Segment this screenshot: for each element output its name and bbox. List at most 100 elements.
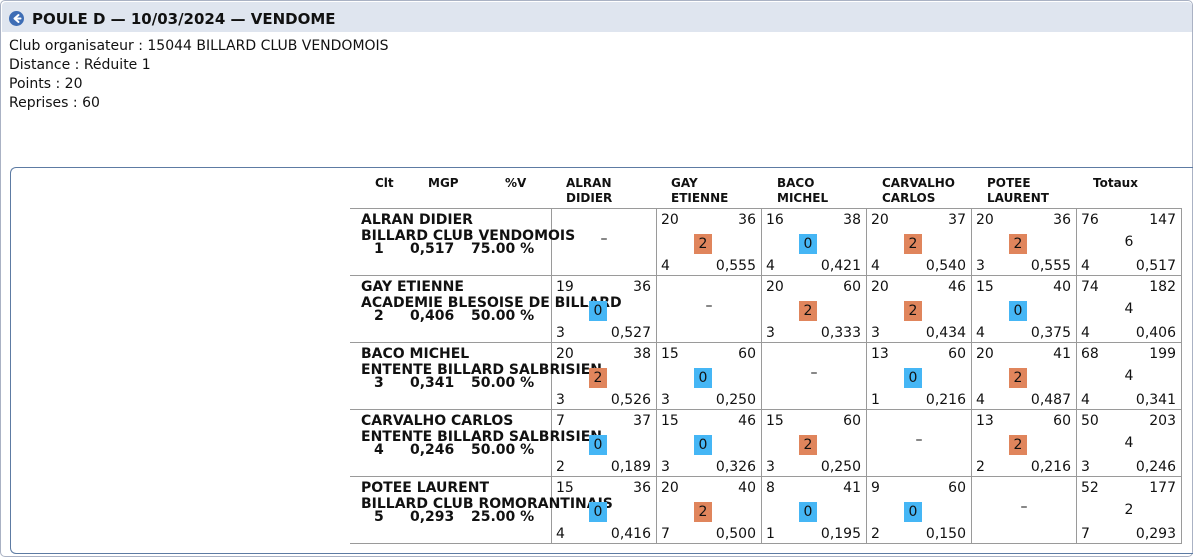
back-arrow-icon[interactable] [9,11,24,26]
distance-info: Distance : Réduite 1 [9,57,151,73]
match-cell: 8 41 0 1 0,195 [761,476,867,544]
self-match-cell: – [551,208,657,276]
match-average: 0,250 [820,459,861,475]
match-score-badge: 0 [799,502,817,522]
match-average: 0,500 [715,526,756,542]
match-cell: 19 36 0 3 0,527 [551,275,657,343]
match-score-badge: 2 [799,435,817,455]
match-reprises: 36 [1053,212,1071,228]
player-cell: BACO MICHEL ENTENTE BILLARD SALBRISIEN 3 0,… [350,342,602,410]
match-cell: 15 36 0 4 0,416 [551,476,657,544]
match-cell: 20 60 2 3 0,333 [761,275,867,343]
total-points: 76 [1081,212,1099,228]
match-cell: 20 40 2 7 0,500 [656,476,762,544]
match-score-badge: 2 [694,502,712,522]
total-reprises: 203 [1149,413,1176,429]
match-average: 0,189 [610,459,651,475]
player-club: BILLARD CLUB VENDOMOIS [361,228,576,244]
player-rank: 5 [374,509,384,525]
header-pct-victories: %V [505,176,527,190]
total-series: 4 [1081,392,1090,408]
match-average: 0,216 [1030,459,1071,475]
match-score-badge: 0 [694,368,712,388]
match-cell: 20 41 2 4 0,487 [971,342,1077,410]
match-reprises: 37 [948,212,966,228]
total-reprises: 199 [1149,346,1176,362]
match-reprises: 46 [948,279,966,295]
total-average: 0,517 [1135,258,1176,274]
self-match-cell: – [866,409,972,477]
match-series: 3 [661,392,670,408]
match-average: 0,421 [820,258,861,274]
match-score-badge: 0 [694,435,712,455]
total-score: 4 [1124,368,1134,384]
self-match-cell: – [656,275,762,343]
match-reprises: 41 [843,480,861,496]
match-average: 0,195 [820,526,861,542]
match-points: 15 [661,413,679,429]
match-cell: 15 46 0 3 0,326 [656,409,762,477]
match-average: 0,250 [715,392,756,408]
empty-dash: – [1020,499,1028,515]
match-cell: 20 36 2 4 0,555 [656,208,762,276]
empty-dash: – [705,298,713,314]
reprises-info: Reprises : 60 [9,95,100,111]
total-points: 52 [1081,480,1099,496]
player-club: ENTENTE BILLARD SALBRISIEN [361,362,603,378]
total-points: 50 [1081,413,1099,429]
header-mgp: MGP [428,176,459,190]
match-reprises: 40 [1053,279,1071,295]
player-cell: POTEE LAURENT BILLARD CLUB ROMORANTINAIS 5… [350,476,613,544]
match-points: 15 [556,480,574,496]
match-average: 0,216 [925,392,966,408]
empty-dash: – [915,432,923,448]
header-player-5: POTEE LAURENT [987,176,1049,205]
match-cell: 20 36 2 3 0,555 [971,208,1077,276]
player-name: ALRAN DIDIER [361,212,473,228]
match-average: 0,326 [715,459,756,475]
poule-header: POULE D — 10/03/2024 — VENDOME [2,2,1192,32]
match-reprises: 60 [843,413,861,429]
player-club: ENTENTE BILLARD SALBRISIEN [361,429,603,445]
match-average: 0,416 [610,526,651,542]
match-score-badge: 2 [1009,234,1027,254]
total-points: 74 [1081,279,1099,295]
player-win-pct: 50.00 % [471,308,535,324]
total-score: 4 [1124,301,1134,317]
match-reprises: 38 [633,346,651,362]
match-average: 0,333 [820,325,861,341]
player-win-pct: 25.00 % [471,509,535,525]
total-cell: 68 199 4 4 0,341 [1076,342,1182,410]
match-series: 3 [766,459,775,475]
header-clt: Clt [375,176,394,190]
player-mgp: 0,246 [410,442,455,458]
match-score-badge: 0 [589,435,607,455]
header-player-1: ALRAN DIDIER [566,176,613,205]
match-score-badge: 2 [799,301,817,321]
match-reprises: 36 [633,480,651,496]
player-club: BILLARD CLUB ROMORANTINAIS [361,496,613,512]
match-series: 3 [766,325,775,341]
match-cell: 15 40 0 4 0,375 [971,275,1077,343]
table-row: BACO MICHEL ENTENTE BILLARD SALBRISIEN 3 0,… [350,342,1182,410]
match-series: 3 [556,392,565,408]
match-points: 15 [766,413,784,429]
match-points: 20 [976,212,994,228]
match-score-badge: 0 [904,368,922,388]
match-average: 0,526 [610,392,651,408]
match-score-badge: 2 [589,368,607,388]
match-cell: 7 37 0 2 0,189 [551,409,657,477]
match-average: 0,434 [925,325,966,341]
player-win-pct: 50.00 % [471,375,535,391]
match-points: 8 [766,480,775,496]
total-average: 0,246 [1135,459,1176,475]
match-series: 3 [871,325,880,341]
table-row: ALRAN DIDIER BILLARD CLUB VENDOMOIS 1 0,517… [350,208,1182,276]
match-score-badge: 2 [1009,368,1027,388]
player-mgp: 0,406 [410,308,455,324]
match-points: 16 [766,212,784,228]
match-points: 20 [556,346,574,362]
empty-dash: – [600,231,608,247]
match-points: 20 [661,480,679,496]
match-points: 20 [871,279,889,295]
